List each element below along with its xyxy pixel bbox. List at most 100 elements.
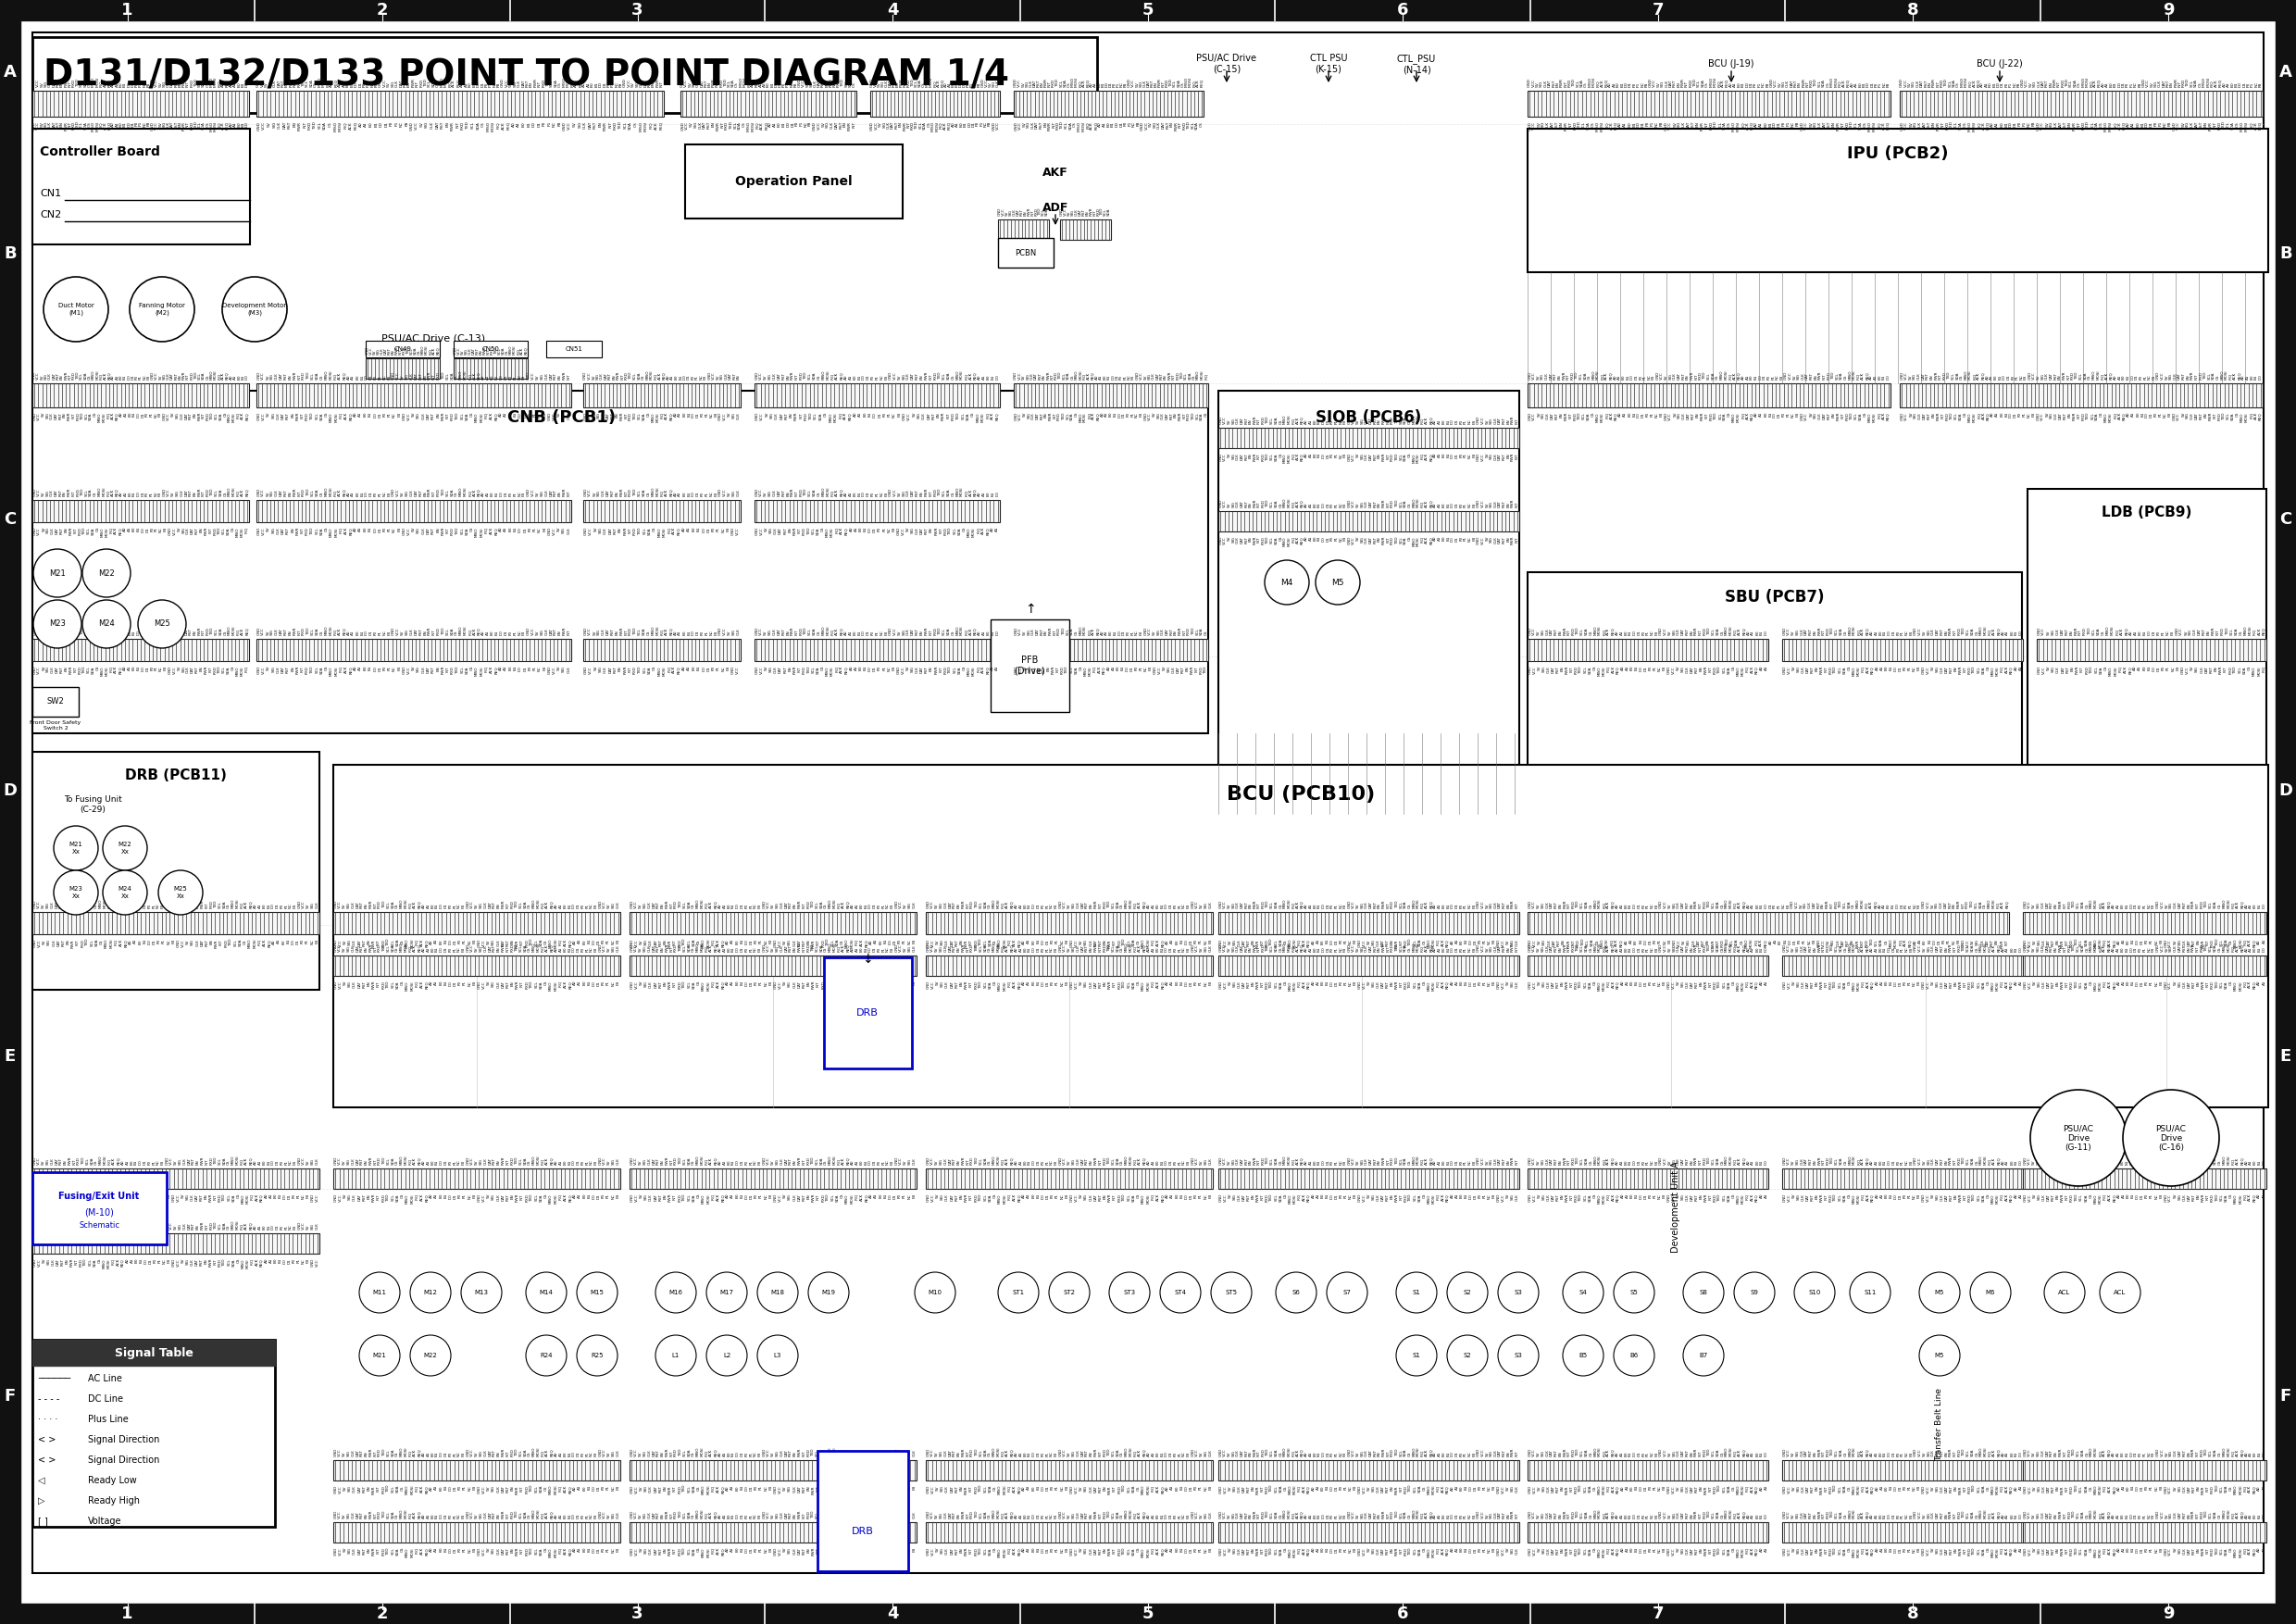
Text: FB: FB — [1917, 1484, 1919, 1489]
Text: A1: A1 — [2105, 81, 2110, 88]
Text: VCC: VCC — [457, 346, 461, 354]
Text: EN: EN — [1816, 981, 1818, 986]
Text: CS: CS — [223, 630, 227, 635]
Text: D0: D0 — [138, 490, 140, 497]
Text: B0: B0 — [1616, 81, 1621, 88]
Text: RXD: RXD — [1403, 1548, 1407, 1556]
Circle shape — [1396, 1272, 1437, 1312]
Text: D0: D0 — [1322, 947, 1325, 952]
Text: B0: B0 — [1630, 981, 1632, 986]
Text: CLK: CLK — [1515, 1484, 1518, 1492]
Text: PWR: PWR — [1694, 627, 1699, 635]
Text: 5V: 5V — [1538, 1484, 1541, 1491]
Text: FB: FB — [978, 81, 980, 88]
Text: NC: NC — [457, 947, 461, 952]
Text: CS: CS — [455, 630, 459, 635]
Text: TXD: TXD — [386, 939, 390, 947]
Text: P1: P1 — [1463, 1452, 1467, 1457]
Text: INT: INT — [2216, 628, 2220, 635]
Text: EN: EN — [2057, 1548, 2060, 1553]
Text: SIG: SIG — [693, 122, 698, 128]
Text: RST: RST — [1554, 901, 1559, 908]
Text: P1: P1 — [379, 630, 381, 635]
Text: MISO: MISO — [406, 1484, 409, 1494]
Text: CLK: CLK — [946, 1484, 948, 1492]
Text: RXD: RXD — [1945, 412, 1949, 421]
Text: A1: A1 — [1626, 1194, 1628, 1199]
Text: MOSI: MOSI — [1288, 414, 1290, 424]
Text: INT: INT — [73, 1223, 76, 1229]
Text: EN: EN — [794, 1514, 797, 1518]
Text: 5V: 5V — [608, 903, 611, 908]
Text: SDA: SDA — [1880, 939, 1883, 947]
Text: VCC: VCC — [604, 944, 606, 952]
Text: SDA: SDA — [1132, 981, 1137, 989]
Text: REQ: REQ — [567, 1194, 572, 1202]
Text: CLK: CLK — [1545, 412, 1550, 419]
Text: PWR: PWR — [2060, 1510, 2062, 1518]
Text: MISO: MISO — [703, 1194, 705, 1203]
Text: A0: A0 — [124, 526, 126, 533]
Text: IRQ: IRQ — [416, 1194, 418, 1200]
Text: A0: A0 — [122, 903, 124, 908]
Text: P0: P0 — [2138, 1160, 2142, 1164]
Text: MOSI: MOSI — [2227, 1509, 2232, 1518]
Text: TXD: TXD — [514, 1449, 519, 1457]
Text: 5V: 5V — [2174, 981, 2177, 986]
Text: A0: A0 — [583, 81, 585, 88]
Text: IRQ: IRQ — [115, 939, 117, 945]
Text: D0: D0 — [292, 939, 294, 944]
Circle shape — [223, 276, 287, 341]
Text: MOSI: MOSI — [96, 76, 99, 88]
Text: A0: A0 — [1621, 1548, 1623, 1553]
Text: B0: B0 — [563, 947, 567, 952]
Text: CLK: CLK — [886, 122, 891, 128]
Text: CN49: CN49 — [395, 346, 411, 352]
Text: A1: A1 — [558, 1452, 563, 1457]
Text: CLK: CLK — [650, 981, 652, 987]
Text: MISO: MISO — [459, 487, 464, 497]
Text: VCC: VCC — [1063, 944, 1068, 952]
Text: SDA: SDA — [1116, 1156, 1120, 1164]
Text: MISO: MISO — [1724, 1155, 1729, 1164]
Text: TXD: TXD — [680, 1510, 682, 1518]
Text: TXD: TXD — [2071, 900, 2076, 908]
Text: EN: EN — [1559, 947, 1561, 952]
Text: VCC: VCC — [1019, 666, 1022, 674]
Text: PWR: PWR — [1933, 370, 1938, 380]
Text: MISO: MISO — [1412, 497, 1417, 507]
Text: B0: B0 — [563, 1452, 567, 1457]
Text: D1: D1 — [1189, 939, 1194, 944]
Text: VCC: VCC — [1786, 1510, 1791, 1518]
Text: SIG: SIG — [611, 1158, 615, 1164]
Text: CLK: CLK — [1800, 372, 1805, 380]
Text: RST: RST — [2193, 1548, 2195, 1554]
Text: TXD: TXD — [441, 627, 445, 635]
Text: P1: P1 — [296, 1194, 301, 1199]
Text: MISO: MISO — [459, 625, 464, 635]
Text: SDA: SDA — [319, 412, 324, 421]
Text: A1: A1 — [487, 375, 489, 380]
Text: RXD: RXD — [1391, 944, 1394, 952]
Text: EN: EN — [1378, 453, 1382, 458]
Text: 5V: 5V — [1506, 981, 1508, 986]
Text: B1: B1 — [1754, 375, 1759, 380]
Text: 5V: 5V — [1079, 1548, 1084, 1553]
Text: A0: A0 — [574, 981, 576, 986]
Text: B0: B0 — [135, 1259, 138, 1263]
Text: PWR: PWR — [934, 526, 939, 536]
Text: CS: CS — [647, 412, 650, 417]
Text: REQ: REQ — [494, 412, 498, 421]
Text: ACK: ACK — [760, 122, 765, 130]
Text: ACK: ACK — [1155, 1194, 1159, 1202]
Text: VCC: VCC — [1224, 1548, 1226, 1556]
Text: MISO: MISO — [1412, 898, 1417, 908]
Text: B0: B0 — [2122, 947, 2124, 952]
Text: EN: EN — [1378, 1160, 1382, 1164]
Text: P0: P0 — [2018, 122, 2023, 127]
Text: NC: NC — [886, 526, 891, 533]
Text: Ready High: Ready High — [87, 1496, 140, 1505]
Text: MISO: MISO — [1288, 1194, 1293, 1203]
Text: SCL: SCL — [1835, 1512, 1839, 1518]
Text: 5V: 5V — [41, 1224, 46, 1229]
